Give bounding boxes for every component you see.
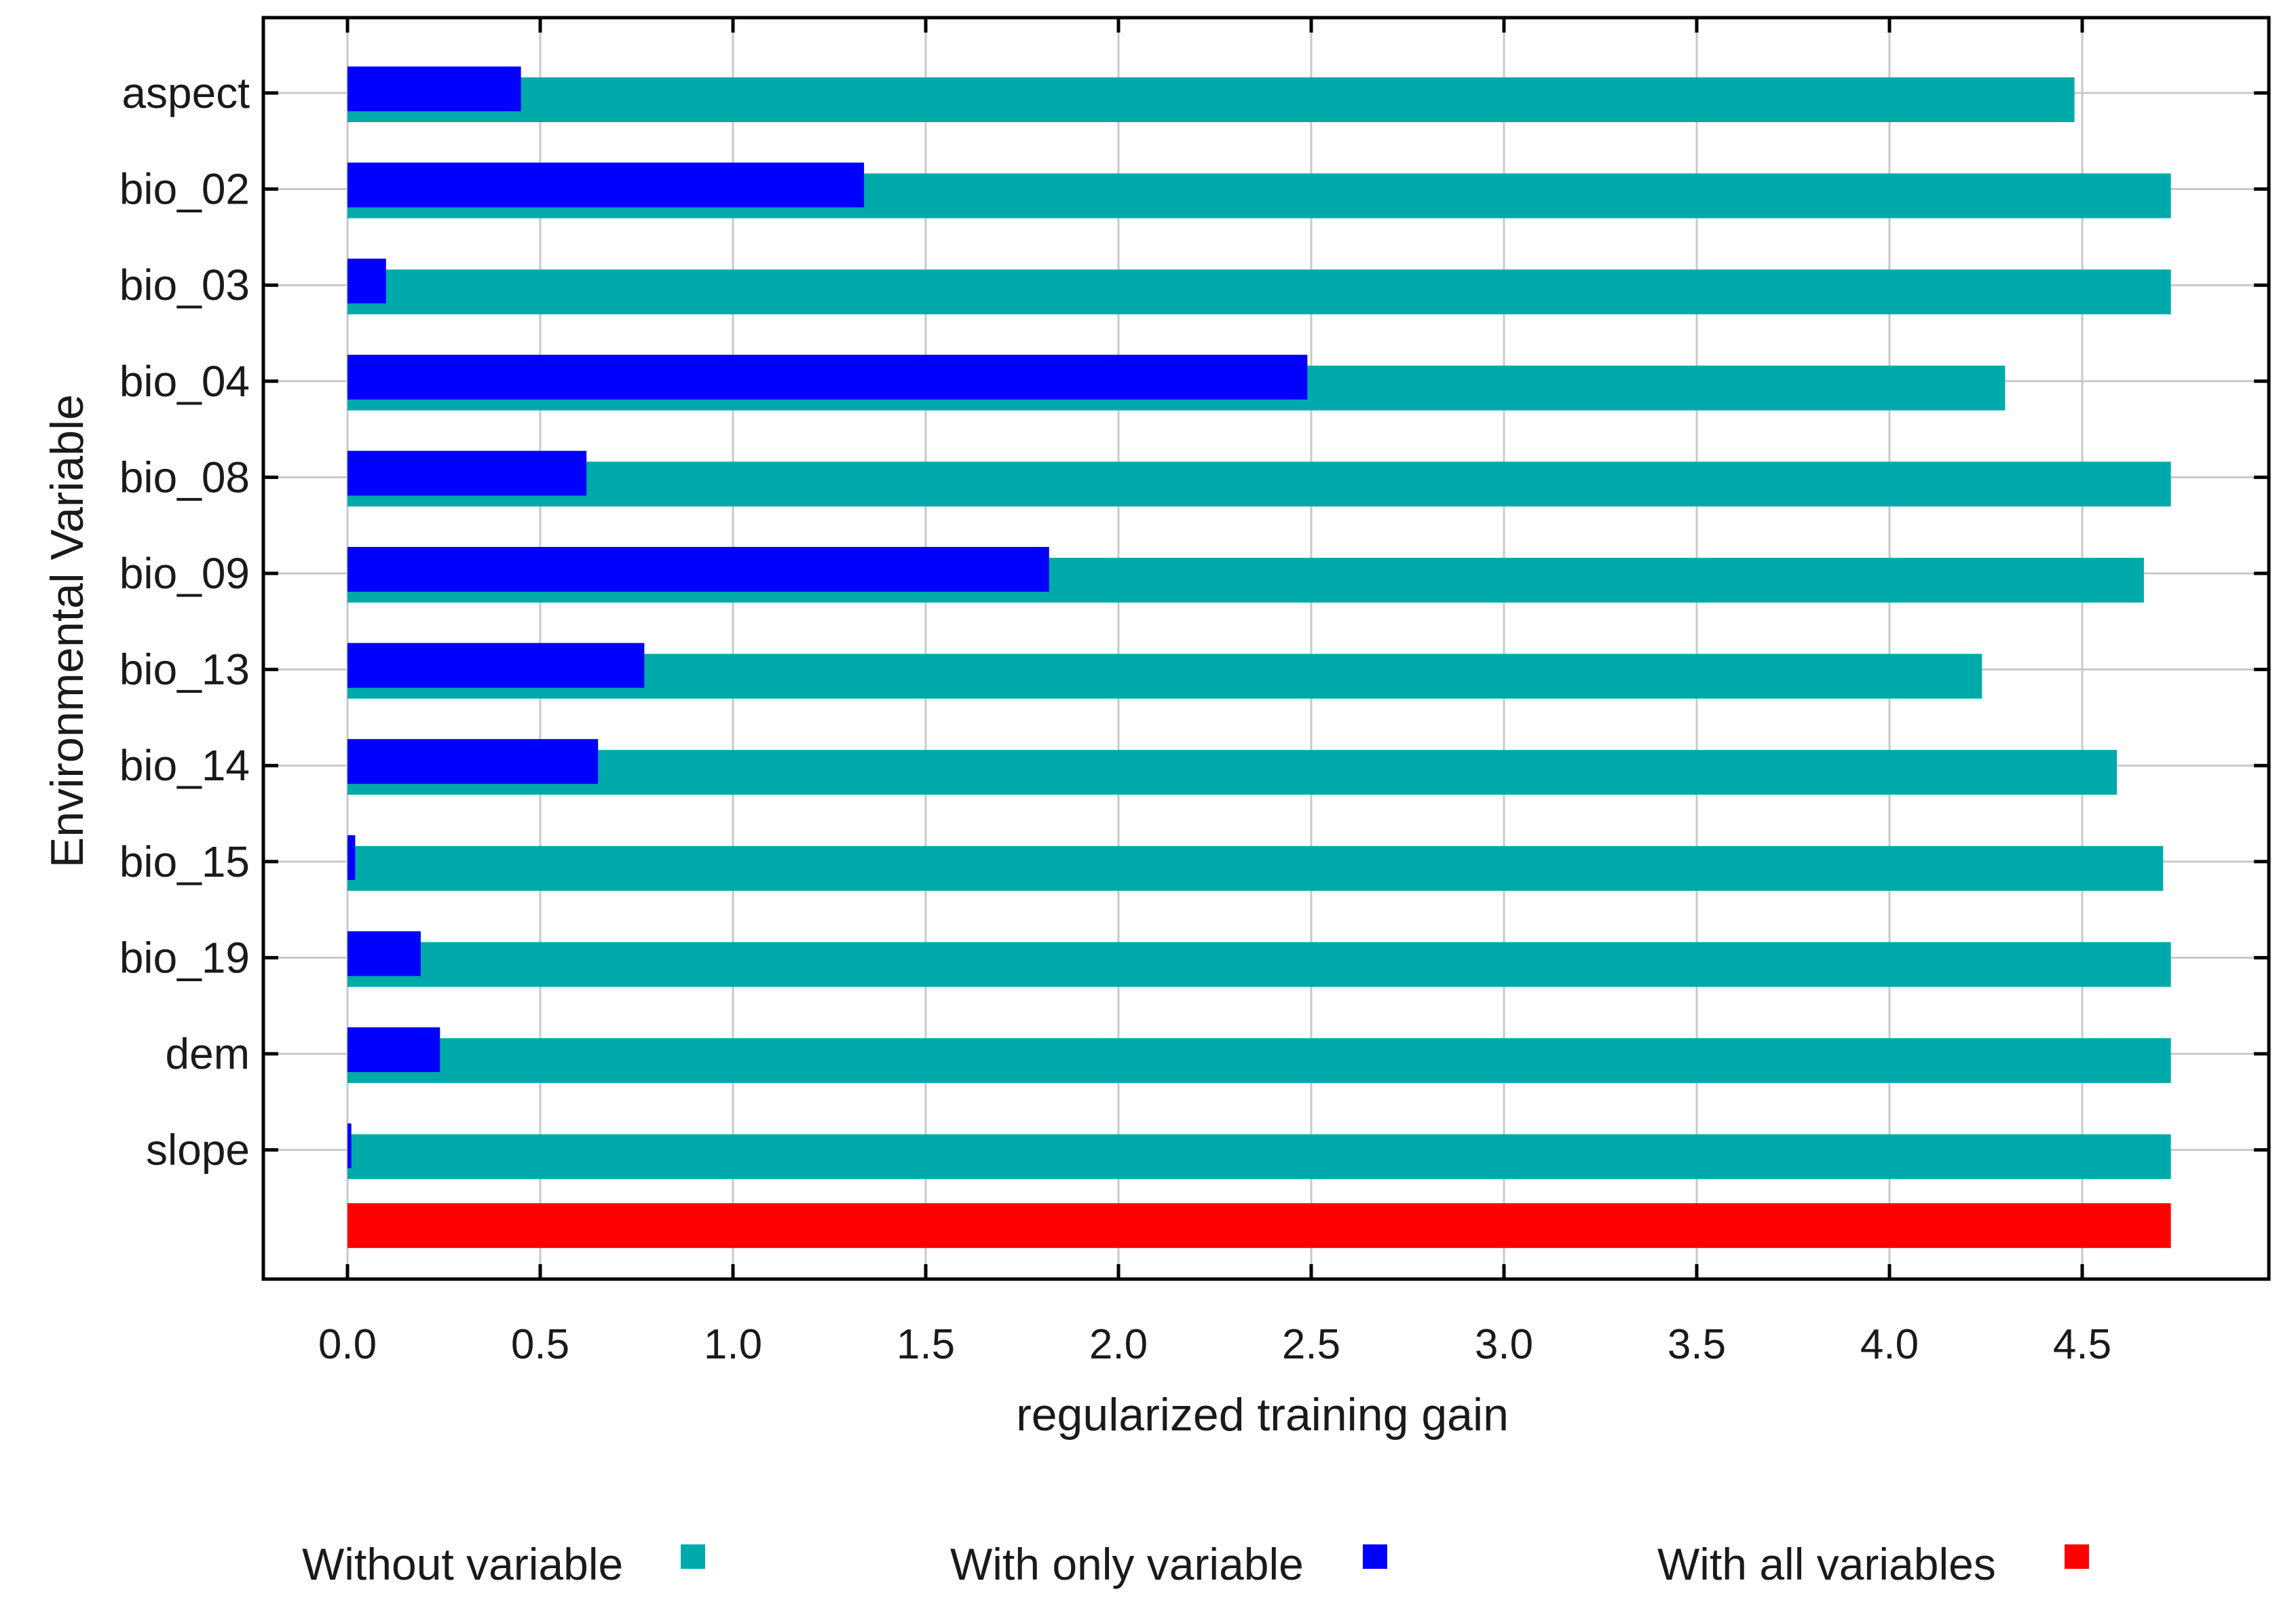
- bar-only-bio_08: [347, 451, 587, 496]
- bar-only-bio_03: [347, 259, 386, 304]
- plot-frame: [261, 16, 2271, 1281]
- y-category-label: bio_03: [119, 261, 250, 309]
- legend-label: With only variable: [950, 1539, 1304, 1589]
- legend-swatch: [1363, 1544, 1387, 1569]
- y-category-label: bio_09: [119, 549, 250, 598]
- bar-without-aspect: [347, 77, 2075, 122]
- bar-only-bio_02: [347, 162, 865, 208]
- x-tick-label: 0.5: [511, 1321, 569, 1368]
- x-tick-label: 2.0: [1089, 1321, 1148, 1368]
- y-category-label: bio_13: [119, 645, 250, 694]
- y-category-label: bio_02: [119, 165, 250, 214]
- bar-only-bio_04: [347, 354, 1308, 400]
- bar-without-bio_19: [347, 942, 2171, 987]
- bar-only-slope: [347, 1123, 352, 1168]
- bar-only-bio_15: [347, 835, 356, 880]
- x-tick-label: 4.0: [1860, 1321, 1919, 1368]
- bar-only-bio_09: [347, 547, 1049, 592]
- bar-without-bio_14: [347, 750, 2118, 795]
- bar-only-bio_19: [347, 931, 421, 976]
- bar-without-dem: [347, 1038, 2171, 1083]
- x-tick-label: 3.0: [1475, 1321, 1533, 1368]
- legend-swatch: [681, 1544, 705, 1569]
- y-category-label: bio_19: [119, 933, 250, 982]
- x-tick-label: 1.0: [704, 1321, 762, 1368]
- y-category-label: aspect: [121, 69, 250, 117]
- y-category-label: bio_15: [119, 837, 250, 886]
- bar-without-bio_15: [347, 845, 2164, 891]
- legend-swatch: [2065, 1544, 2089, 1569]
- y-category-label: bio_04: [119, 357, 250, 406]
- x-tick-labels: 0.0 0.5 1.0 1.5 2.0 2.5 3.0 3.5 4.0 4.5: [318, 1321, 2111, 1368]
- bar-all-variables: [347, 1203, 2171, 1249]
- legend: Without variable With only variable With a…: [302, 1539, 2089, 1589]
- y-category-label: slope: [146, 1126, 250, 1175]
- y-category-label: bio_14: [119, 741, 250, 790]
- legend-label: With all variables: [1657, 1539, 1996, 1589]
- bars: [347, 66, 2171, 1249]
- y-category-label: bio_08: [119, 453, 250, 501]
- x-tick-label: 4.5: [2053, 1321, 2111, 1368]
- bar-without-slope: [347, 1134, 2171, 1179]
- legend-label: Without variable: [302, 1539, 623, 1589]
- ticks: [263, 18, 2269, 1279]
- x-tick-label: 1.5: [897, 1321, 955, 1368]
- x-axis-title: regularized training gain: [1016, 1389, 1509, 1441]
- bar-only-bio_14: [347, 739, 599, 784]
- x-tick-label: 0.0: [318, 1321, 377, 1368]
- x-tick-label: 3.5: [1668, 1321, 1726, 1368]
- y-tick-labels: aspect bio_02 bio_03 bio_04 bio_08 bio_09 bio_…: [119, 69, 250, 1175]
- bar-only-dem: [347, 1027, 440, 1072]
- y-axis-title: Environmental Variable: [41, 394, 93, 868]
- bar-only-aspect: [347, 66, 521, 111]
- y-category-label: dem: [166, 1029, 250, 1078]
- bar-only-bio_13: [347, 643, 645, 688]
- x-tick-label: 2.5: [1282, 1321, 1340, 1368]
- bar-without-bio_08: [347, 461, 2171, 507]
- bar-without-bio_03: [347, 269, 2171, 315]
